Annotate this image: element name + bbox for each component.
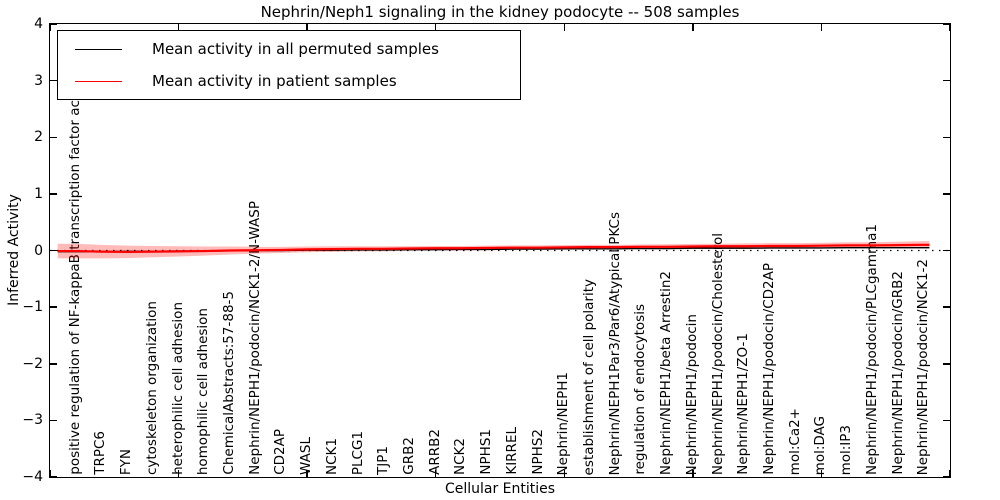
y-tick-mark xyxy=(50,306,57,308)
x-tick-mark xyxy=(820,470,823,477)
y-tick-label: −3 xyxy=(22,412,43,429)
y-tick-label: 1 xyxy=(34,185,43,202)
x-tick-mark xyxy=(820,24,823,31)
x-tick-mark xyxy=(949,470,950,477)
x-tick-mark xyxy=(306,24,308,31)
x-tick-mark xyxy=(949,24,950,31)
y-tick-label: −1 xyxy=(22,299,43,316)
x-tick-mark xyxy=(692,470,694,477)
y-tick-mark xyxy=(943,193,950,195)
y-tick-mark xyxy=(943,419,950,422)
legend-item-permuted: Mean activity in all permuted samples xyxy=(58,33,520,65)
y-tick-label: −2 xyxy=(22,355,43,372)
x-tick-mark xyxy=(177,24,180,31)
series-patient-line xyxy=(57,243,930,254)
x-axis-label: Cellular Entities xyxy=(444,481,556,497)
y-tick-mark xyxy=(50,79,57,82)
y-tick-label: −4 xyxy=(22,469,43,485)
y-tick-mark xyxy=(943,306,950,308)
y-tick-mark xyxy=(50,363,57,365)
y-tick-mark xyxy=(50,476,57,477)
y-tick-label: 4 xyxy=(34,16,43,32)
y-tick-label: 3 xyxy=(34,72,43,89)
black-line-sample-icon xyxy=(75,48,122,50)
x-tick-mark xyxy=(563,470,566,477)
y-tick-mark xyxy=(50,419,57,422)
y-tick-label: 0 xyxy=(34,242,43,259)
y-tick-mark xyxy=(943,79,950,82)
x-tick-mark xyxy=(177,470,180,477)
y-tick-mark xyxy=(50,249,57,252)
x-tick-mark xyxy=(50,470,51,477)
red-line-sample-icon xyxy=(75,80,122,82)
x-tick-mark xyxy=(563,24,566,31)
legend: Mean activity in all permuted samples Me… xyxy=(57,30,521,100)
legend-label-permuted: Mean activity in all permuted samples xyxy=(152,40,439,58)
y-tick-mark xyxy=(943,24,950,25)
legend-item-patient: Mean activity in patient samples xyxy=(58,65,520,97)
x-tick-mark xyxy=(434,24,437,31)
chart-title: Nephrin/Neph1 signaling in the kidney po… xyxy=(260,3,740,21)
x-tick-mark xyxy=(434,470,437,477)
legend-label-patient: Mean activity in patient samples xyxy=(152,72,397,90)
y-tick-mark xyxy=(50,136,57,138)
y-tick-mark xyxy=(50,193,57,195)
y-tick-mark xyxy=(50,24,57,25)
y-tick-mark xyxy=(943,136,950,138)
y-tick-label: 2 xyxy=(34,129,43,146)
x-tick-mark xyxy=(692,24,694,31)
x-tick-mark xyxy=(306,470,308,477)
x-tick-mark xyxy=(50,24,51,31)
y-tick-mark xyxy=(943,476,950,477)
chart-svg xyxy=(50,241,950,259)
y-tick-mark xyxy=(943,363,950,365)
plot-area: Mean activity in all permuted samples Me… xyxy=(49,23,951,478)
